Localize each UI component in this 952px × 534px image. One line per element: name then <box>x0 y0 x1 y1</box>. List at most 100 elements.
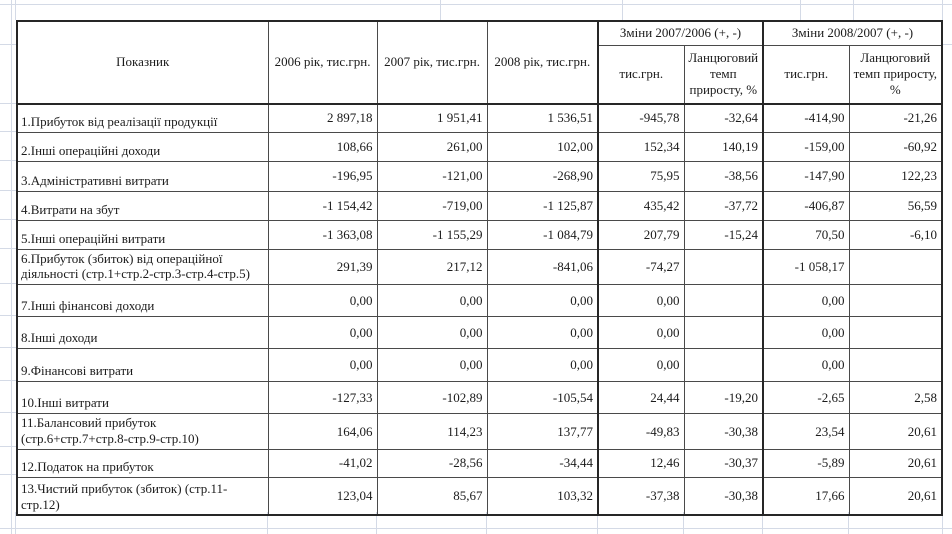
header-cell-year-2008[interactable]: 2008 рік, тис.грн. <box>486 20 599 105</box>
value-cell[interactable]: 56,59 <box>848 190 943 221</box>
value-cell[interactable]: -841,06 <box>486 248 599 286</box>
value-cell[interactable]: 20,61 <box>848 413 943 450</box>
indicator-label-cell[interactable]: 7.Інші фінансові доходи <box>16 284 269 318</box>
value-cell[interactable]: -105,54 <box>486 381 599 415</box>
value-cell[interactable] <box>848 284 943 318</box>
value-cell[interactable]: -2,65 <box>762 381 850 415</box>
value-cell[interactable] <box>848 248 943 286</box>
value-cell[interactable]: 1 536,51 <box>486 103 599 133</box>
value-cell[interactable]: -32,64 <box>683 103 764 133</box>
value-cell[interactable]: -268,90 <box>486 160 599 192</box>
indicator-label-cell[interactable]: 1.Прибуток від реалізації продукції <box>16 103 269 133</box>
value-cell[interactable]: 85,67 <box>376 476 488 516</box>
value-cell[interactable]: -719,00 <box>376 190 488 221</box>
value-cell[interactable]: -147,90 <box>762 160 850 192</box>
value-cell[interactable]: -127,33 <box>267 381 378 415</box>
indicator-label-cell[interactable]: 6.Прибуток (збиток) від операційної діял… <box>16 248 269 286</box>
value-cell[interactable]: 0,00 <box>486 316 599 350</box>
value-cell[interactable]: -414,90 <box>762 103 850 133</box>
value-cell[interactable]: 20,61 <box>848 476 943 516</box>
value-cell[interactable]: 0,00 <box>267 316 378 350</box>
value-cell[interactable]: -121,00 <box>376 160 488 192</box>
indicator-label-cell[interactable]: 10.Інші витрати <box>16 381 269 415</box>
value-cell[interactable] <box>683 316 764 350</box>
header-cell-year-2006[interactable]: 2006 рік, тис.грн. <box>267 20 378 105</box>
value-cell[interactable]: 123,04 <box>267 476 378 516</box>
value-cell[interactable]: 102,00 <box>486 131 599 162</box>
value-cell[interactable]: 217,12 <box>376 248 488 286</box>
value-cell[interactable]: 114,23 <box>376 413 488 450</box>
value-cell[interactable]: 122,23 <box>848 160 943 192</box>
indicator-label-cell[interactable]: 2.Інші операційні доходи <box>16 131 269 162</box>
value-cell[interactable]: -60,92 <box>848 131 943 162</box>
value-cell[interactable]: -37,38 <box>597 476 685 516</box>
indicator-label-cell[interactable]: 3.Адміністративні витрати <box>16 160 269 192</box>
header-cell-indicator[interactable]: Показник <box>16 20 269 105</box>
header-subcell-ths-uah-1[interactable]: тис.грн. <box>597 44 685 105</box>
value-cell[interactable]: -196,95 <box>267 160 378 192</box>
value-cell[interactable] <box>683 284 764 318</box>
value-cell[interactable]: 152,34 <box>597 131 685 162</box>
header-group-changes-2007-2006[interactable]: Зміни 2007/2006 (+, -) <box>596 20 764 46</box>
value-cell[interactable]: 207,79 <box>597 219 685 250</box>
value-cell[interactable] <box>683 248 764 286</box>
value-cell[interactable]: 0,00 <box>376 316 488 350</box>
value-cell[interactable]: 0,00 <box>376 284 488 318</box>
indicator-label-cell[interactable]: 11.Балансовий прибуток (стр.6+стр.7+стр.… <box>16 413 269 450</box>
value-cell[interactable]: -30,38 <box>683 413 764 450</box>
value-cell[interactable]: 0,00 <box>486 284 599 318</box>
value-cell[interactable]: 261,00 <box>376 131 488 162</box>
value-cell[interactable]: 0,00 <box>762 284 850 318</box>
value-cell[interactable]: 0,00 <box>597 284 685 318</box>
indicator-label-cell[interactable]: 5.Інші операційні витрати <box>16 219 269 250</box>
value-cell[interactable]: -1 125,87 <box>486 190 599 221</box>
value-cell[interactable]: 1 951,41 <box>376 103 488 133</box>
header-cell-year-2007[interactable]: 2007 рік, тис.грн. <box>376 20 488 105</box>
value-cell[interactable]: 75,95 <box>597 160 685 192</box>
value-cell[interactable]: -21,26 <box>848 103 943 133</box>
value-cell[interactable]: -15,24 <box>683 219 764 250</box>
value-cell[interactable]: 0,00 <box>376 348 488 383</box>
value-cell[interactable]: 17,66 <box>762 476 850 516</box>
value-cell[interactable]: -37,72 <box>683 190 764 221</box>
indicator-label-cell[interactable]: 9.Фінансові витрати <box>16 348 269 383</box>
value-cell[interactable]: 20,61 <box>848 448 943 478</box>
value-cell[interactable]: 0,00 <box>597 316 685 350</box>
value-cell[interactable]: -30,37 <box>683 448 764 478</box>
value-cell[interactable]: -1 154,42 <box>267 190 378 221</box>
indicator-label-cell[interactable]: 12.Податок на прибуток <box>16 448 269 478</box>
value-cell[interactable]: 103,32 <box>486 476 599 516</box>
indicator-label-cell[interactable]: 13.Чистий прибуток (збиток) (стр.11-стр.… <box>16 476 269 516</box>
value-cell[interactable]: -159,00 <box>762 131 850 162</box>
value-cell[interactable]: 2,58 <box>848 381 943 415</box>
value-cell[interactable]: -945,78 <box>597 103 685 133</box>
value-cell[interactable]: -30,38 <box>683 476 764 516</box>
header-group-changes-2008-2007[interactable]: Зміни 2008/2007 (+, -) <box>762 20 943 46</box>
value-cell[interactable]: -406,87 <box>762 190 850 221</box>
value-cell[interactable]: -6,10 <box>848 219 943 250</box>
header-subcell-chain-growth-2[interactable]: Ланцюговий темп приросту, % <box>848 44 943 105</box>
value-cell[interactable]: -1 363,08 <box>267 219 378 250</box>
value-cell[interactable]: 137,77 <box>486 413 599 450</box>
value-cell[interactable]: 0,00 <box>486 348 599 383</box>
value-cell[interactable]: -5,89 <box>762 448 850 478</box>
value-cell[interactable]: 23,54 <box>762 413 850 450</box>
value-cell[interactable]: -102,89 <box>376 381 488 415</box>
value-cell[interactable]: -1 155,29 <box>376 219 488 250</box>
value-cell[interactable]: 164,06 <box>267 413 378 450</box>
value-cell[interactable]: -19,20 <box>683 381 764 415</box>
value-cell[interactable] <box>848 348 943 383</box>
indicator-label-cell[interactable]: 4.Витрати на збут <box>16 190 269 221</box>
value-cell[interactable]: 435,42 <box>597 190 685 221</box>
value-cell[interactable]: -49,83 <box>597 413 685 450</box>
value-cell[interactable]: 291,39 <box>267 248 378 286</box>
value-cell[interactable]: 2 897,18 <box>267 103 378 133</box>
value-cell[interactable]: 12,46 <box>597 448 685 478</box>
value-cell[interactable]: 140,19 <box>683 131 764 162</box>
value-cell[interactable]: -1 058,17 <box>762 248 850 286</box>
value-cell[interactable]: -41,02 <box>267 448 378 478</box>
value-cell[interactable]: 0,00 <box>762 316 850 350</box>
value-cell[interactable]: 0,00 <box>267 348 378 383</box>
value-cell[interactable]: 0,00 <box>267 284 378 318</box>
value-cell[interactable] <box>848 316 943 350</box>
